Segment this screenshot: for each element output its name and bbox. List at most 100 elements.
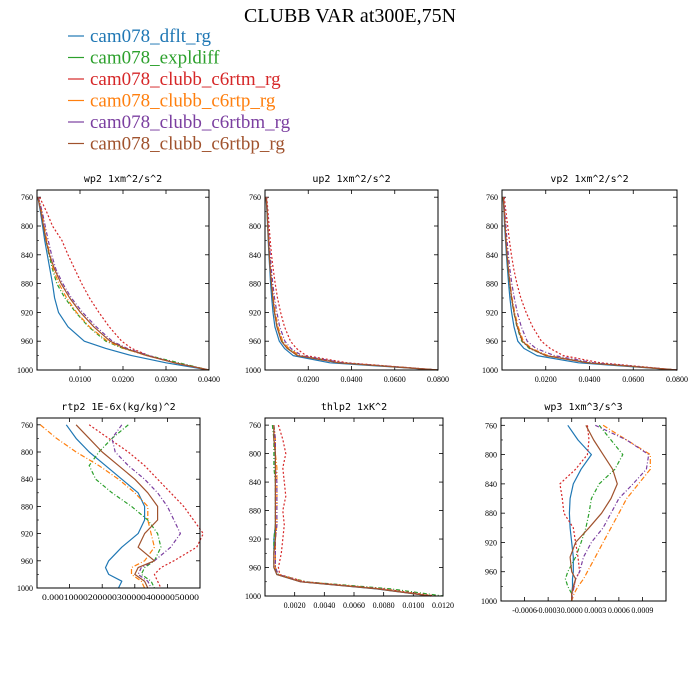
y-tick-label: 840 [21,475,33,484]
legend-label: cam078_clubb_c6rtbm_rg [90,112,291,133]
x-tick-label: 0.0800 [666,375,688,384]
plot-frame [264,417,444,597]
x-tick-label: -0.0003 [536,606,561,615]
series-line [37,197,210,371]
figure-title: CLUBB VAR at300E,75N [244,5,456,27]
y-tick-label: 840 [486,251,498,260]
series-line [39,196,210,371]
x-tick-label: 0.0200 [112,375,134,384]
series-line [88,424,204,589]
panel-title: wp2 1xm^2/s^2 [84,174,162,185]
series-line [88,424,162,589]
plot-frame [264,189,439,371]
x-tick-label: 0.0040 [313,601,335,610]
legend-entry: cam078_expldiff [68,48,220,69]
series-line [39,424,155,589]
series-line [111,424,181,589]
y-tick-label: 960 [21,337,33,346]
x-tick-label: 0.0001000020000030000040000050000 [42,593,199,602]
series-line [502,197,678,371]
y-tick-label: 840 [249,478,261,487]
y-tick-label: 1000 [245,366,261,375]
legend-label: cam078_clubb_c6rtp_rg [90,91,276,112]
plot-frame [500,417,667,602]
legend-entry: cam078_clubb_c6rtbp_rg [68,134,285,155]
legend-label: cam078_clubb_c6rtbp_rg [90,134,285,155]
y-tick-label: 760 [486,193,498,202]
x-tick-label: 0.0400 [579,375,601,384]
y-tick-label: 800 [249,450,261,459]
y-tick-label: 760 [249,193,261,202]
y-tick-label: 960 [21,557,33,566]
series-line [559,425,590,601]
x-tick-label: 0.0600 [622,375,644,384]
series-line [502,197,678,371]
series-line [569,425,618,601]
legend: cam078_dflt_rgcam078_expldiffcam078_club… [68,26,291,155]
y-tick-label: 760 [485,421,497,430]
y-tick-label: 960 [485,568,497,577]
x-tick-label: 0.0100 [402,601,424,610]
series-line [37,197,210,371]
y-tick-label: 760 [249,421,261,430]
y-tick-label: 840 [249,251,261,260]
y-tick-label: 800 [486,222,498,231]
series-line [75,424,159,589]
y-tick-label: 880 [21,280,33,289]
x-tick-label: 0.0600 [384,375,406,384]
chart-panel: thlp2 1xK^2 760 800 840 880 920 960 1000 0.0020 0… [245,402,454,610]
plot-frame [36,417,201,589]
x-tick-label: 0.0120 [432,601,454,610]
y-tick-label: 880 [21,502,33,511]
x-tick-label: 0.0400 [198,375,220,384]
legend-label: cam078_clubb_c6rtm_rg [90,69,281,90]
series-line [502,197,678,371]
chart-panel: up2 1xm^2/s^2 760 800 840 880 920 960 1000 0.020… [245,174,449,384]
chart-panel: wp3 1xm^3/s^3 760 800 840 880 920 960 1000 -0.00… [481,402,667,615]
x-tick-label: 0.0100 [69,375,91,384]
series-line [37,197,210,371]
y-tick-label: 920 [21,308,33,317]
y-tick-label: 1000 [482,366,498,375]
series-line [37,197,210,371]
x-tick-label: 0.0400 [341,375,363,384]
series-line [567,424,593,601]
plot-frame [36,189,210,371]
x-tick-label: 0.0800 [427,375,449,384]
panel-title: thlp2 1xK^2 [321,402,387,413]
x-tick-label: 0.0000 [561,606,583,615]
x-tick-label: 0.0003 [584,606,606,615]
panel-title: vp2 1xm^2/s^2 [550,174,628,185]
y-tick-label: 800 [249,222,261,231]
x-tick-label: 0.0009 [631,606,653,615]
y-tick-label: 920 [485,538,497,547]
series-line [503,197,678,371]
y-tick-label: 840 [485,480,497,489]
series-line [266,197,439,371]
series-line [273,425,432,597]
y-tick-label: 800 [21,222,33,231]
legend-entry: cam078_dflt_rg [68,26,212,47]
y-tick-label: 920 [486,308,498,317]
series-line [571,424,651,602]
series-line [571,424,650,602]
x-tick-label: -0.0006 [512,606,537,615]
series-line [273,425,433,597]
y-tick-label: 1000 [245,592,261,601]
y-tick-label: 880 [249,280,261,289]
y-tick-label: 880 [486,280,498,289]
legend-label: cam078_expldiff [90,48,220,69]
series-line [564,424,624,601]
series-line [265,197,439,371]
series-line [502,197,678,371]
panel-title: wp3 1xm^3/s^3 [544,402,622,413]
x-tick-label: 0.0060 [343,601,365,610]
y-tick-label: 800 [485,451,497,460]
chart-panel: rtp2 1E-6x(kg/kg)^2 760 800 840 880 920 960 100… [17,402,204,602]
y-tick-label: 880 [485,509,497,518]
y-tick-label: 920 [21,530,33,539]
y-tick-label: 1000 [17,366,33,375]
panel-title: rtp2 1E-6x(kg/kg)^2 [61,402,175,413]
series-line [265,197,439,371]
